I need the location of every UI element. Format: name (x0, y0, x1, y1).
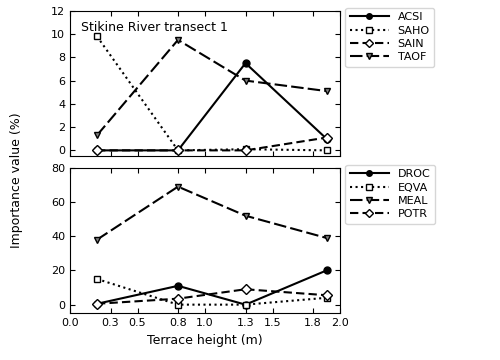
Legend: ACSI, SAHO, SAIN, TAOF: ACSI, SAHO, SAIN, TAOF (346, 8, 434, 67)
Legend: DROC, EQVA, MEAL, POTR: DROC, EQVA, MEAL, POTR (346, 165, 435, 224)
Text: Importance value (%): Importance value (%) (10, 112, 23, 248)
X-axis label: Terrace height (m): Terrace height (m) (147, 334, 263, 347)
Text: Stikine River transect 1: Stikine River transect 1 (81, 21, 228, 34)
